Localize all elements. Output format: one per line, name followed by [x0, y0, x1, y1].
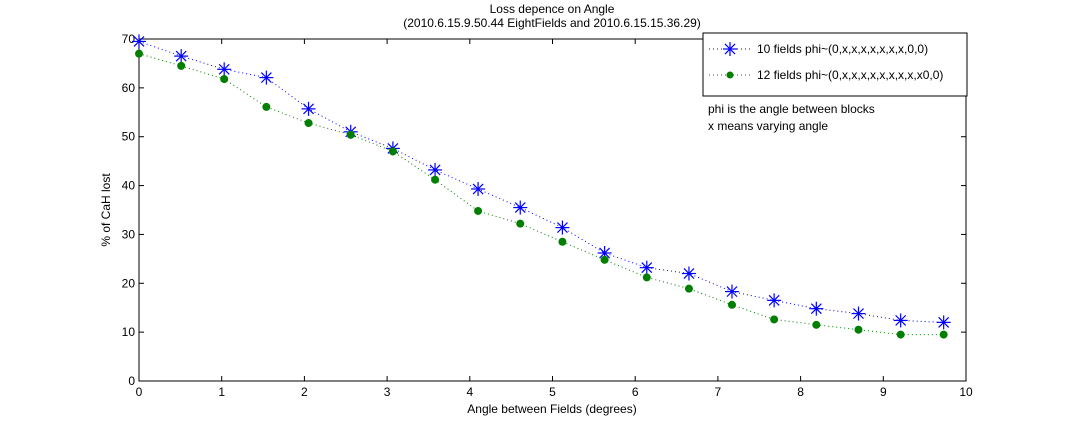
legend: 10 fields phi~(0,x,x,x,x,x,x,x,0,0) 12 f… — [702, 32, 968, 97]
data-point-dot — [135, 49, 143, 58]
data-point-asterisk — [767, 293, 782, 308]
legend-marker-dot — [726, 71, 734, 79]
annotation-x: x means varying angle — [708, 119, 828, 133]
data-point-asterisk — [174, 49, 189, 64]
data-point-dot — [939, 330, 948, 339]
data-point-dot — [812, 320, 821, 329]
legend-entry-10-fields: 10 fields phi~(0,x,x,x,x,x,x,x,0,0) — [757, 42, 928, 56]
x-tick-label: 5 — [549, 385, 556, 399]
annotation-phi: phi is the angle between blocks — [708, 102, 875, 116]
y-tick-label: 30 — [122, 227, 136, 241]
data-point-dot — [304, 119, 313, 128]
x-tick-label: 7 — [715, 385, 722, 399]
data-point-dot — [431, 175, 440, 184]
x-tick-label: 6 — [632, 385, 639, 399]
data-point-dot — [177, 61, 186, 70]
y-tick-label: 60 — [122, 81, 136, 95]
y-tick-label: 40 — [122, 179, 136, 193]
x-tick-label: 1 — [218, 385, 225, 399]
data-point-asterisk — [681, 266, 696, 281]
x-tick-label: 10 — [959, 385, 973, 399]
data-point-dot — [346, 130, 355, 139]
data-point-asterisk — [639, 260, 654, 275]
data-point-asterisk — [851, 306, 866, 321]
data-point-dot — [727, 300, 736, 309]
x-tick-label: 2 — [301, 385, 308, 399]
data-point-dot — [770, 315, 779, 324]
data-point-asterisk — [893, 313, 908, 328]
y-tick-label: 70 — [122, 32, 136, 46]
data-point-dot — [474, 206, 483, 215]
data-point-asterisk — [555, 220, 570, 235]
data-point-asterisk — [936, 315, 951, 330]
y-tick-label: 20 — [122, 276, 136, 290]
data-point-dot — [262, 102, 271, 111]
x-tick-label: 9 — [880, 385, 887, 399]
data-point-asterisk — [809, 301, 824, 316]
x-tick-label: 8 — [797, 385, 804, 399]
x-axis-label: Angle between Fields (degrees) — [467, 402, 636, 416]
y-tick-label: 50 — [122, 130, 136, 144]
data-point-dot — [600, 255, 609, 264]
data-point-asterisk — [428, 162, 443, 177]
data-point-dot — [684, 284, 693, 293]
data-point-asterisk — [513, 200, 528, 215]
y-tick-label: 0 — [128, 374, 135, 388]
data-point-dot — [896, 330, 905, 339]
x-tick-label: 3 — [384, 385, 391, 399]
data-point-asterisk — [217, 62, 232, 77]
y-axis-label: % of CaH lost — [99, 173, 113, 247]
data-point-asterisk — [724, 284, 739, 299]
data-point-dot — [220, 75, 229, 84]
data-point-asterisk — [132, 34, 146, 49]
legend-marker-asterisk — [723, 42, 737, 56]
data-point-dot — [388, 147, 397, 156]
data-point-asterisk — [471, 181, 486, 196]
data-point-dot — [854, 325, 863, 334]
x-tick-label: 0 — [136, 385, 143, 399]
data-point-dot — [558, 237, 567, 246]
data-point-asterisk — [259, 70, 274, 85]
data-point-dot — [516, 219, 525, 228]
data-point-asterisk — [301, 101, 316, 116]
legend-entry-12-fields: 12 fields phi~(0,x,x,x,x,x,x,x,x,x0,0) — [757, 68, 943, 82]
x-tick-label: 4 — [466, 385, 473, 399]
chart-title: Loss depence on Angle — [490, 2, 615, 16]
y-tick-label: 10 — [122, 325, 136, 339]
chart-subtitle: (2010.6.15.9.50.44 EightFields and 2010.… — [403, 16, 701, 30]
series-line-1 — [138, 53, 944, 336]
data-point-dot — [642, 273, 651, 282]
